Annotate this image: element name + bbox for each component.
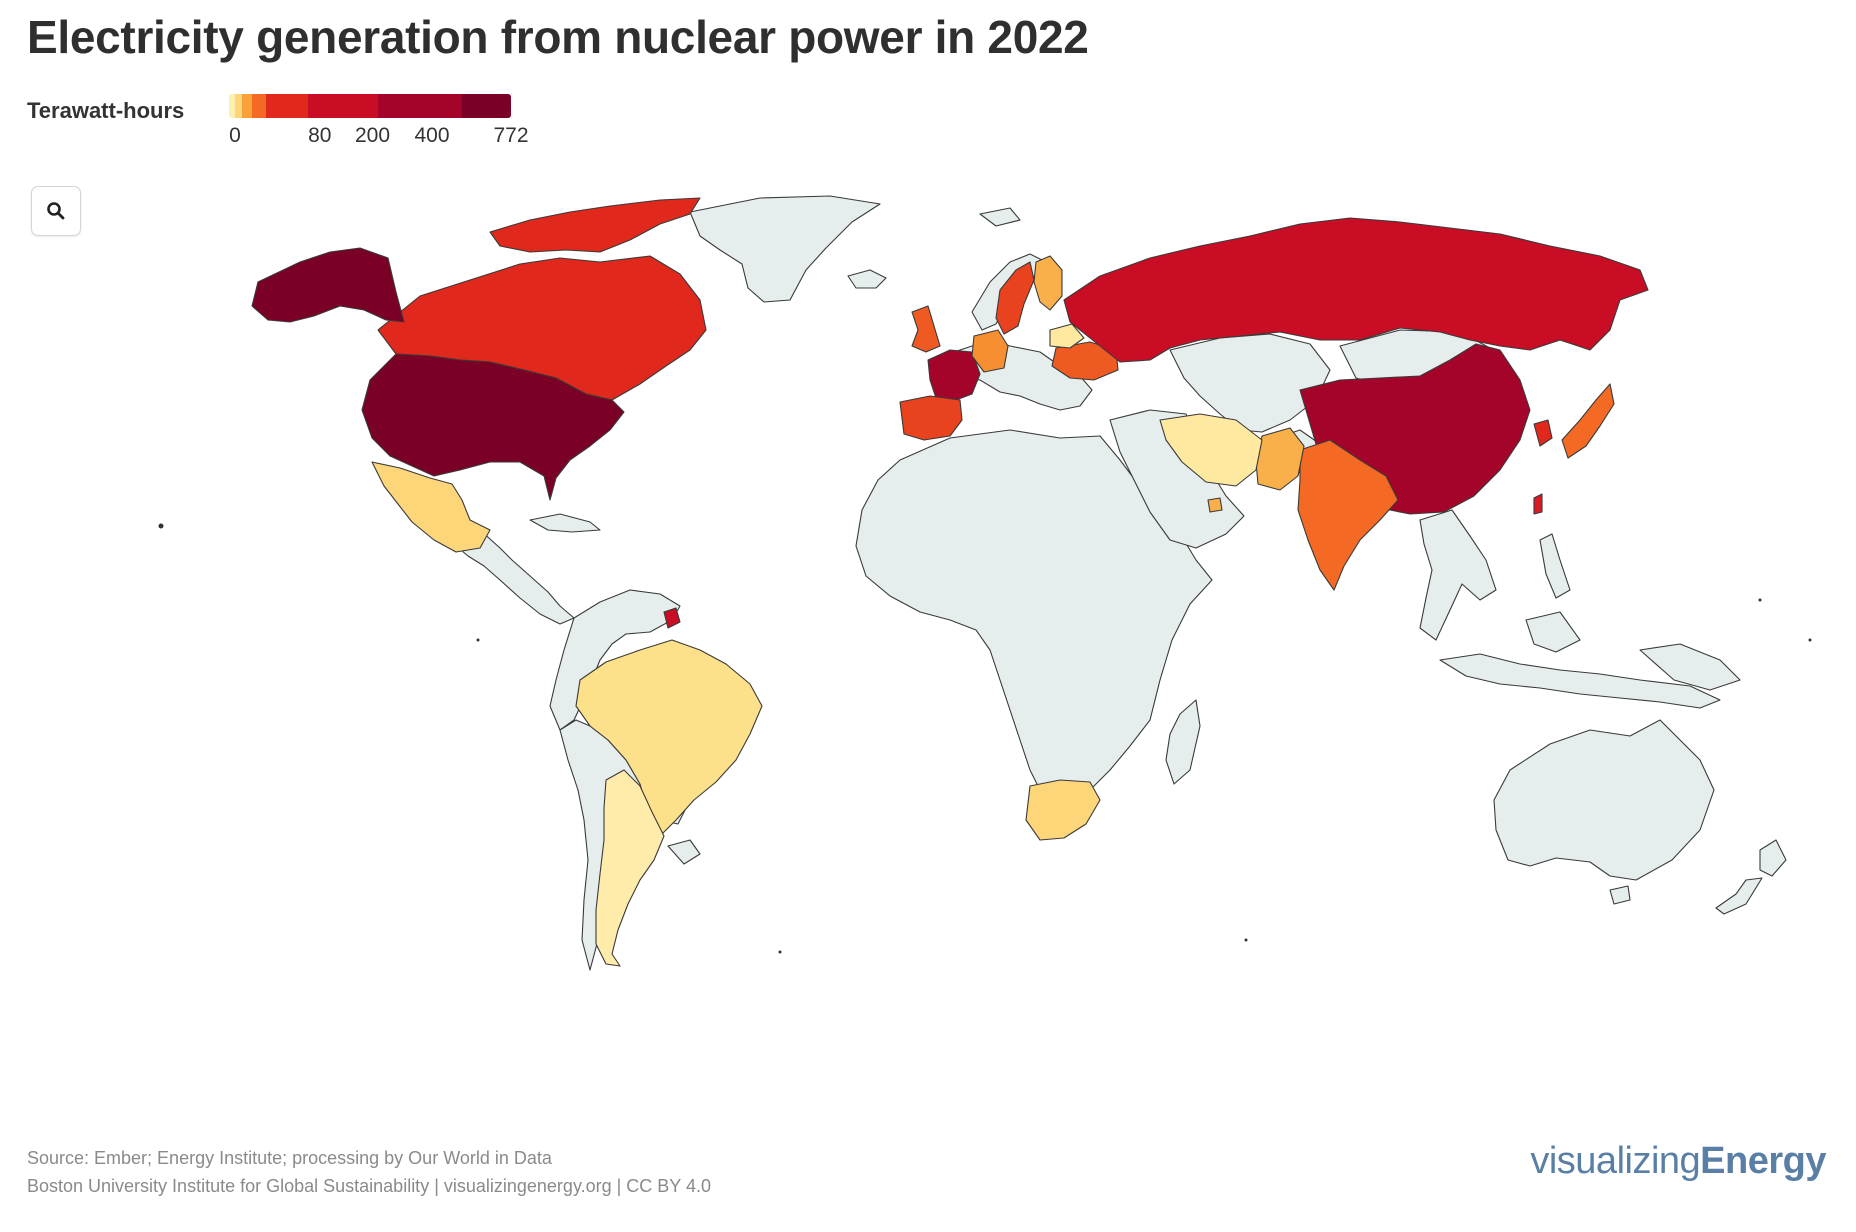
- zoom-button[interactable]: [31, 186, 81, 236]
- russia[interactable]: [1063, 217, 1649, 363]
- central-asia[interactable]: [1169, 333, 1331, 433]
- southeast-asia[interactable]: [1419, 509, 1497, 641]
- france[interactable]: [927, 349, 981, 401]
- madagascar[interactable]: [1165, 699, 1201, 785]
- pakistan[interactable]: [1255, 427, 1305, 491]
- united-kingdom[interactable]: [911, 305, 941, 353]
- legend-tick-772: 772: [493, 124, 529, 147]
- spain[interactable]: [899, 395, 963, 441]
- legend-swatch: [235, 94, 242, 118]
- tasmania[interactable]: [1609, 885, 1631, 905]
- minor-islands: [158, 523, 1812, 954]
- legend-color-bar: [229, 94, 511, 118]
- germany[interactable]: [971, 329, 1009, 373]
- belarus[interactable]: [1049, 323, 1085, 349]
- philippines[interactable]: [1539, 533, 1571, 599]
- alaska[interactable]: [251, 247, 405, 323]
- brand-logo-light: visualizing: [1530, 1140, 1701, 1182]
- chart-title: Electricity generation from nuclear powe…: [27, 11, 1089, 63]
- no-data-countries: [454, 195, 1787, 971]
- legend-swatch: [242, 94, 252, 118]
- kerguelen-islands: [1244, 938, 1248, 942]
- iceland[interactable]: [847, 269, 887, 289]
- data-countries: [251, 197, 1649, 967]
- legend-swatch: [462, 94, 511, 118]
- united-states[interactable]: [361, 353, 625, 501]
- pacific-island: [1808, 638, 1812, 642]
- hawaii-islands: [158, 523, 164, 529]
- legend-swatch: [252, 94, 266, 118]
- japan[interactable]: [1561, 383, 1615, 459]
- canada-arctic-islands[interactable]: [489, 197, 701, 253]
- india[interactable]: [1297, 439, 1399, 591]
- color-legend: Terawatt-hours 0 80 200 400 772: [27, 92, 547, 152]
- pacific-island-2: [1758, 598, 1762, 602]
- legend-tick-80: 80: [308, 124, 332, 147]
- taiwan[interactable]: [1533, 493, 1543, 515]
- south-korea[interactable]: [1533, 419, 1553, 447]
- credit-line: Boston University Institute for Global S…: [27, 1176, 712, 1196]
- legend-swatch: [308, 94, 378, 118]
- brand-logo[interactable]: visualizingEnergy: [1530, 1140, 1826, 1183]
- galapagos-islands: [476, 638, 480, 642]
- mexico[interactable]: [371, 461, 491, 553]
- south-africa[interactable]: [1025, 779, 1101, 841]
- finland[interactable]: [1033, 255, 1063, 311]
- united-arab-emirates[interactable]: [1207, 497, 1223, 513]
- source-note: Source: Ember; Energy Institute; process…: [27, 1144, 711, 1200]
- legend-tick-400: 400: [414, 124, 450, 147]
- legend-tick-0: 0: [229, 124, 241, 147]
- legend-tick-200: 200: [355, 124, 391, 147]
- source-line: Source: Ember; Energy Institute; process…: [27, 1148, 552, 1168]
- caribbean-islands[interactable]: [529, 513, 601, 533]
- iran[interactable]: [1159, 413, 1263, 487]
- new-zealand[interactable]: [1715, 839, 1787, 915]
- argentina[interactable]: [595, 769, 665, 967]
- legend-title: Terawatt-hours: [27, 98, 185, 123]
- legend-swatch: [229, 94, 235, 118]
- legend-swatch: [378, 94, 462, 118]
- legend-swatch: [266, 94, 308, 118]
- indonesia[interactable]: [1439, 611, 1721, 709]
- falkland-islands: [778, 950, 782, 954]
- search-icon: [47, 202, 65, 220]
- ukraine[interactable]: [1051, 341, 1119, 381]
- french-guiana[interactable]: [663, 607, 681, 629]
- legend-ticks: 0 80 200 400 772: [27, 124, 547, 150]
- australia[interactable]: [1493, 719, 1715, 881]
- svalbard[interactable]: [979, 207, 1021, 227]
- greenland[interactable]: [689, 195, 881, 303]
- brazil[interactable]: [575, 639, 763, 837]
- brand-logo-bold: Energy: [1700, 1140, 1826, 1182]
- sweden[interactable]: [995, 261, 1035, 335]
- new-guinea[interactable]: [1639, 643, 1741, 691]
